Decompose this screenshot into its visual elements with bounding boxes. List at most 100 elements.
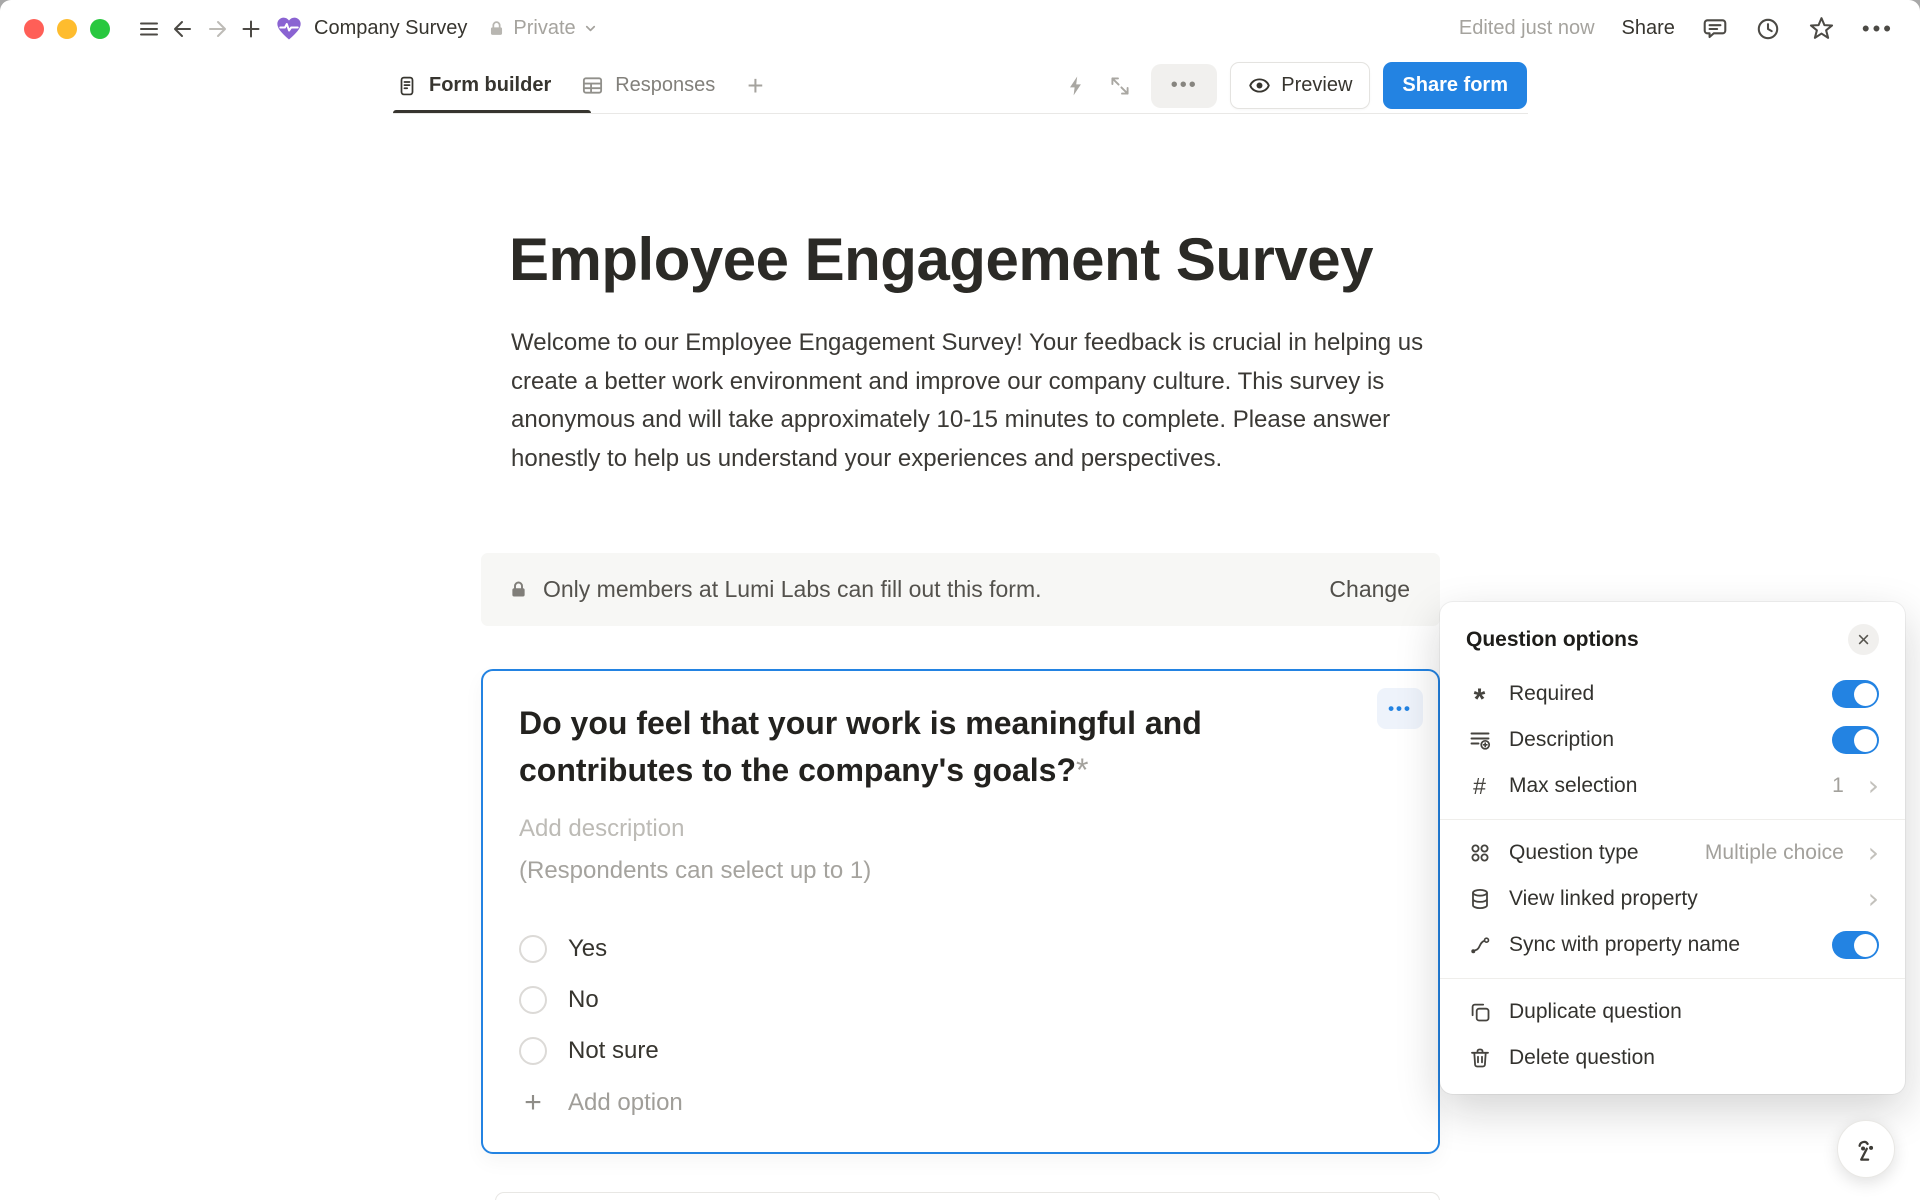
share-button[interactable]: Share — [1621, 17, 1675, 39]
question-more-button[interactable]: ••• — [1377, 688, 1423, 729]
max-selection-value: 1 — [1832, 774, 1844, 797]
sync-toggle[interactable] — [1832, 931, 1879, 959]
chevron-right-icon: › — [1867, 836, 1879, 869]
popup-row-duplicate-question[interactable]: Duplicate question — [1440, 989, 1905, 1035]
option-row-not-sure: Not sure — [519, 1025, 1402, 1076]
question-card: ••• Do you feel that your work is meanin… — [481, 669, 1440, 1154]
trash-icon — [1466, 1046, 1493, 1070]
tab-responses[interactable]: Responses — [581, 57, 715, 114]
lock-icon — [512, 581, 525, 597]
back-icon[interactable] — [166, 12, 200, 46]
popup-row-max-selection[interactable]: # Max selection 1 › — [1440, 763, 1905, 809]
history-clock-icon[interactable] — [1755, 16, 1781, 42]
minimize-window-button[interactable] — [57, 18, 77, 39]
add-option-button[interactable]: + Add option — [519, 1080, 1402, 1126]
toolbar-more-button[interactable]: ••• — [1151, 63, 1218, 108]
duplicate-question-label: Duplicate question — [1509, 1000, 1682, 1023]
favorite-star-icon[interactable] — [1808, 15, 1835, 42]
popup-row-description[interactable]: Description — [1440, 717, 1905, 763]
description-label: Description — [1509, 728, 1615, 751]
popup-row-view-linked-property[interactable]: View linked property › — [1440, 876, 1905, 922]
preview-button-label: Preview — [1281, 74, 1353, 96]
comments-icon[interactable] — [1702, 16, 1728, 42]
popup-row-required[interactable]: * Required — [1440, 671, 1905, 717]
active-tab-underline — [393, 110, 591, 113]
close-icon[interactable]: × — [1848, 624, 1879, 655]
popup-row-sync-property-name[interactable]: Sync with property name — [1440, 922, 1905, 968]
add-option-label: Add option — [568, 1089, 683, 1116]
privacy-dropdown[interactable]: Private — [487, 17, 597, 40]
question-type-icon — [1466, 841, 1493, 865]
more-options-icon[interactable]: ••• — [1861, 15, 1894, 41]
chevron-down-icon — [585, 25, 595, 32]
sidebar-menu-icon[interactable] — [132, 12, 166, 46]
question-type-value: Multiple choice — [1704, 841, 1844, 864]
preview-button[interactable]: Preview — [1230, 62, 1371, 109]
tab-responses-label: Responses — [615, 74, 716, 96]
add-description-placeholder[interactable]: Add description — [519, 815, 685, 842]
next-question-card-peek — [495, 1192, 1440, 1200]
option-row-no: No — [519, 974, 1402, 1025]
zoom-window-button[interactable] — [90, 18, 110, 39]
add-tab-icon[interactable]: + — [747, 69, 764, 101]
popup-divider — [1440, 978, 1905, 979]
traffic-lights — [24, 18, 110, 39]
option-label[interactable]: Not sure — [568, 1036, 659, 1064]
page-heart-pulse-icon — [274, 14, 304, 44]
hash-icon: # — [1473, 772, 1486, 799]
option-label[interactable]: No — [568, 985, 599, 1013]
forward-icon[interactable] — [200, 12, 234, 46]
sync-property-name-label: Sync with property name — [1509, 933, 1741, 956]
options-list: Yes No Not sure — [519, 923, 1402, 1076]
new-tab-icon[interactable] — [234, 12, 268, 46]
option-label[interactable]: Yes — [568, 934, 608, 962]
tab-form-builder[interactable]: Form builder — [396, 57, 551, 114]
edited-status: Edited just now — [1458, 17, 1595, 39]
popup-row-delete-question[interactable]: Delete question — [1440, 1035, 1905, 1081]
duplicate-icon — [1466, 1000, 1493, 1024]
toolbar-divider — [393, 113, 1528, 114]
popup-row-question-type[interactable]: Question type Multiple choice › — [1440, 830, 1905, 876]
delete-question-label: Delete question — [1509, 1046, 1655, 1069]
question-options-popup: Question options × * Required Descriptio… — [1440, 602, 1905, 1094]
question-title[interactable]: Do you feel that your work is meaningful… — [519, 705, 1202, 788]
radio-button[interactable] — [519, 934, 547, 963]
required-toggle[interactable] — [1832, 680, 1879, 708]
change-access-button[interactable]: Change — [1329, 576, 1410, 602]
radio-button[interactable] — [519, 985, 547, 1014]
chevron-right-icon: › — [1867, 882, 1879, 915]
responses-table-icon — [581, 74, 604, 97]
form-builder-icon — [396, 75, 418, 97]
radio-button[interactable] — [519, 1036, 547, 1065]
chevron-right-icon: › — [1867, 769, 1879, 802]
required-asterisk: * — [1076, 752, 1089, 788]
option-row-yes: Yes — [519, 923, 1402, 974]
sync-icon — [1466, 933, 1493, 957]
description-toggle[interactable] — [1832, 726, 1879, 754]
title-bar: Company Survey Private Edited just now S… — [0, 0, 1920, 57]
asterisk-icon: * — [1473, 683, 1486, 716]
share-form-button-label: Share form — [1402, 74, 1508, 96]
share-form-button[interactable]: Share form — [1383, 62, 1527, 109]
expand-icon[interactable] — [1103, 69, 1137, 103]
form-toolbar: Form builder Responses + ••• Preview — [0, 57, 1920, 114]
privacy-label: Private — [513, 17, 576, 39]
notion-ai-button[interactable] — [1837, 1120, 1895, 1178]
plus-icon: + — [524, 1086, 542, 1119]
question-type-label: Question type — [1509, 841, 1639, 864]
form-title[interactable]: Employee Engagement Survey — [509, 226, 1373, 293]
tab-form-builder-label: Form builder — [429, 74, 552, 96]
popup-title: Question options — [1466, 627, 1639, 651]
page-title-breadcrumb[interactable]: Company Survey — [314, 17, 468, 39]
automations-bolt-icon[interactable] — [1059, 69, 1093, 103]
popup-divider — [1440, 819, 1905, 820]
close-window-button[interactable] — [24, 18, 44, 39]
view-linked-property-label: View linked property — [1509, 887, 1698, 910]
required-label: Required — [1509, 682, 1595, 705]
max-selection-label: Max selection — [1509, 774, 1638, 797]
selection-note: (Respondents can select up to 1) — [519, 857, 872, 884]
form-description[interactable]: Welcome to our Employee Engagement Surve… — [511, 329, 1424, 472]
access-notice-bar: Only members at Lumi Labs can fill out t… — [481, 553, 1440, 626]
eye-icon — [1249, 78, 1271, 93]
